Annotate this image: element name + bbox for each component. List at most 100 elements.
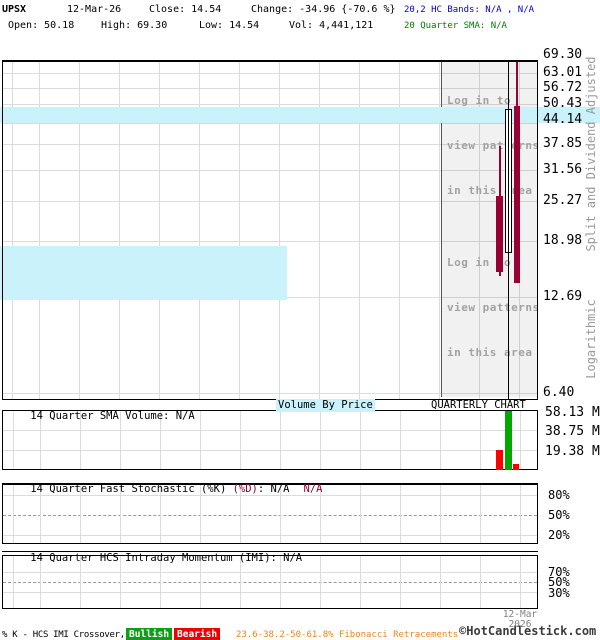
volume-axis-label: 58.13 M [545, 405, 600, 420]
gridline [160, 485, 161, 543]
gridline [2, 393, 537, 394]
login-notice-line: in this area [447, 346, 533, 359]
gridline [359, 60, 360, 399]
gridline [320, 411, 321, 469]
hc-bands-value: 20,2 HC Bands: N/A , N/A [404, 5, 535, 15]
fifty-percent-dashed-line [3, 582, 537, 583]
login-notice-line: Log in to [447, 94, 512, 107]
candle-1-body-bearish [496, 196, 503, 272]
login-notice-top[interactable]: Log in to view patterns in this area [442, 63, 540, 228]
gridline [400, 485, 401, 543]
bearish-badge: Bearish [174, 628, 221, 640]
gridline [119, 60, 120, 399]
gridline [3, 572, 537, 573]
price-axis-label: 37.85 [543, 136, 583, 151]
gridline [440, 411, 441, 469]
volume-by-price-band [0, 107, 600, 123]
price-axis-label: 63.01 [543, 65, 583, 80]
gridline [479, 60, 480, 399]
gridline [480, 556, 481, 608]
gridline [239, 60, 240, 399]
stochastic-panel [2, 484, 538, 544]
gridline [2, 241, 537, 242]
imi-title: 14 Quarter HCS Intraday Momentum (IMI): … [30, 552, 303, 564]
volume-title-row: 14 Quarter SMA Volume: N/A Volume By Pri… [2, 399, 538, 422]
quote-date: 12-Mar-26 [67, 4, 122, 15]
gridline [120, 411, 121, 469]
volume-bar-bearish [496, 450, 503, 470]
login-notice-line: view patterns [447, 301, 540, 314]
gridline [240, 485, 241, 543]
gridline [79, 60, 80, 399]
imi-axis-label: 30% [548, 586, 570, 600]
ticker-symbol: UPSX [2, 4, 27, 15]
gridline [480, 485, 481, 543]
stochastic-title-row: 14 Quarter Fast Stochastic (%K) (%D): N/… [2, 472, 538, 495]
gridline [320, 485, 321, 543]
stochastic-d-value: N/A [303, 483, 323, 495]
gridline [199, 60, 200, 399]
price-axis-label: 69.30 [543, 47, 583, 62]
volume-by-price-band [0, 246, 287, 300]
gridline [399, 60, 400, 399]
price-axis-label: 31.56 [543, 162, 583, 177]
volume-axis-label: 19.38 M [545, 444, 600, 459]
axis-note-split-adjusted: Split and Dividend Adjusted [584, 56, 598, 252]
gridline [3, 592, 537, 593]
price-axis-label: 12.69 [543, 289, 583, 304]
volume-sma-title: 14 Quarter SMA Volume: N/A [30, 410, 195, 422]
gridline [13, 411, 14, 469]
stochastic-title: 14 Quarter Fast Stochastic (%K) [30, 483, 233, 495]
volume-axis-label: 38.75 M [545, 424, 600, 439]
fibonacci-legend-label: 23.6-38.2-50-61.8% Fibonacci Retracement… [236, 630, 459, 640]
gridline [200, 485, 201, 543]
gridline [120, 556, 121, 608]
gridline [2, 104, 537, 105]
stochastic-d-label: (%D) [232, 483, 258, 495]
gridline [80, 411, 81, 469]
gridline [160, 556, 161, 608]
chart-type-label: QUARTERLY CHART [431, 399, 526, 411]
gridline [200, 556, 201, 608]
gridline [240, 411, 241, 469]
gridline [360, 411, 361, 469]
gridline [2, 123, 537, 124]
fifty-percent-dashed-line [3, 515, 537, 516]
gridline [40, 485, 41, 543]
gridline [400, 556, 401, 608]
login-notice-bottom[interactable]: Log in to view patterns in this area [442, 225, 540, 390]
gridline [440, 485, 441, 543]
imi-title-row: 14 Quarter HCS Intraday Momentum (IMI): … [2, 541, 538, 564]
gridline [520, 556, 521, 608]
gridline [439, 60, 440, 399]
gridline [13, 556, 14, 608]
gridline [3, 495, 537, 496]
login-notice-line: in this area [447, 184, 533, 197]
gridline [480, 411, 481, 469]
quote-low: Low: 14.54 [199, 20, 260, 31]
gridline [200, 411, 201, 469]
price-axis-label: 18.98 [543, 233, 583, 248]
candle-3-wick [516, 62, 518, 107]
quote-open: Open: 50.18 [8, 20, 75, 31]
gridline [40, 556, 41, 608]
gridline [279, 60, 280, 399]
copyright-link[interactable]: ©HotCandlestick.com [459, 624, 597, 638]
gridline [120, 485, 121, 543]
gridline [3, 450, 537, 451]
volume-bar-bearish [513, 464, 519, 470]
gridline [39, 60, 40, 399]
gridline [2, 144, 537, 145]
gridline [2, 201, 537, 202]
imi-axis-label: 70% [548, 565, 570, 579]
gridline [2, 73, 537, 74]
gridline [240, 556, 241, 608]
candle-3-body-bearish [514, 106, 520, 283]
sma-value: 20 Quarter SMA: N/A [404, 21, 507, 31]
login-notice-line: view patterns [447, 139, 540, 152]
gridline [40, 411, 41, 469]
x-axis-date-line1: 12-Mar [502, 609, 538, 620]
current-date-line [508, 60, 509, 399]
gridline [80, 485, 81, 543]
